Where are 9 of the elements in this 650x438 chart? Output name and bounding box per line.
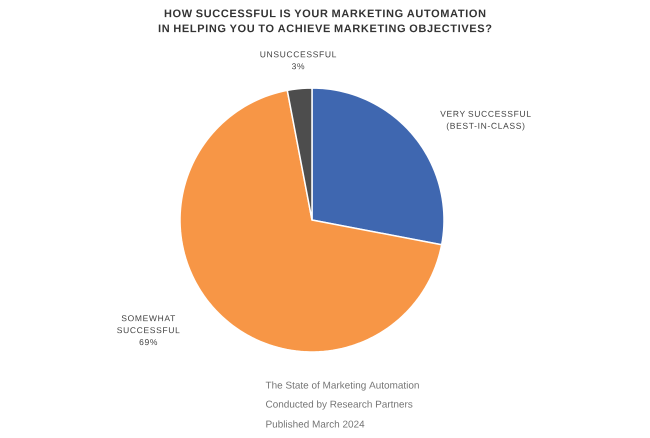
text: Published March 2024 — [266, 420, 364, 428]
text: The State of Marketing Automation — [266, 381, 419, 391]
text: Conducted by Research Partners — [266, 400, 412, 410]
data-label: 69% — [140, 339, 158, 346]
slice-label: SOMEWHAT SUCCESSFUL — [117, 315, 180, 334]
slice-label: VERY SUCCESSFUL (BEST-IN-CLASS) — [440, 110, 531, 130]
chart-title: HOW SUCCESSFUL IS YOUR MARKETING AUTOMATION IN HELPING YOU TO ACHIEVE MARKETING OBJECTIVES? — [158, 10, 492, 32]
slice-label: UNSUCCESSFUL — [260, 51, 336, 58]
data-label: 3% — [292, 63, 304, 70]
